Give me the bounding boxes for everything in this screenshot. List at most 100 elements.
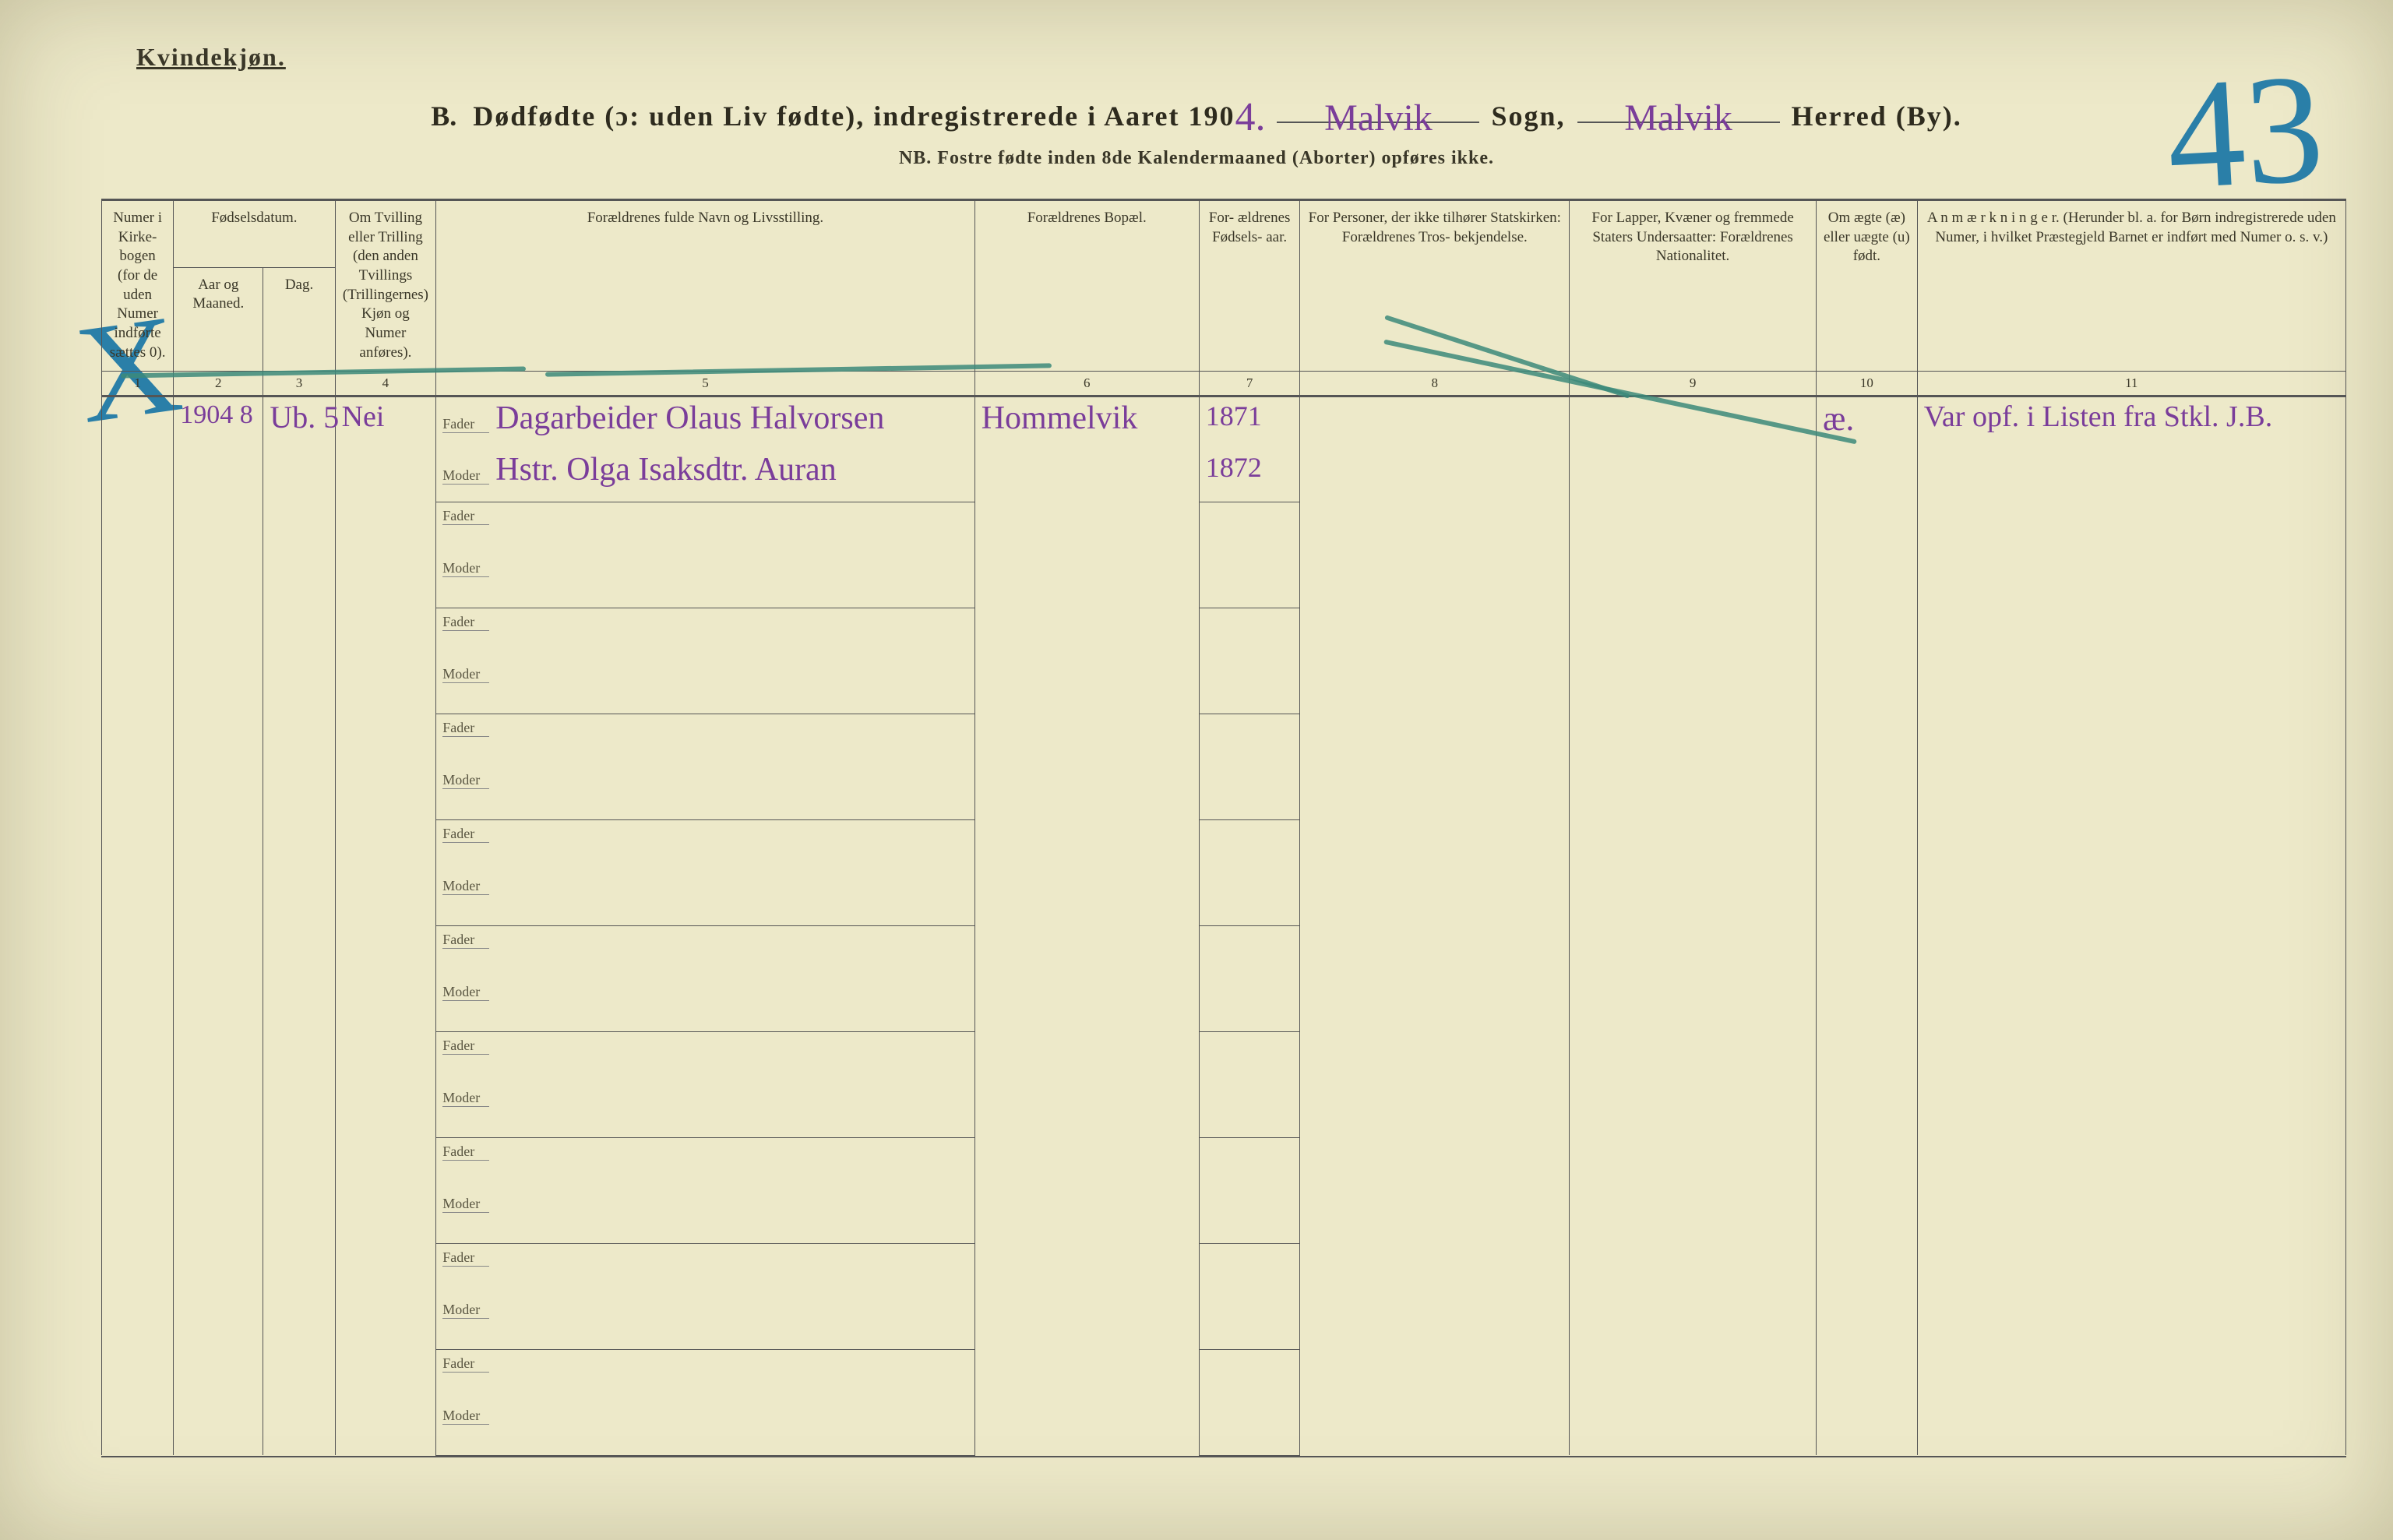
cell	[974, 1349, 1199, 1455]
cell-fader: Fader	[436, 1031, 974, 1084]
cell-moder: Moder	[436, 978, 974, 1031]
cell-moder: ModerHstr. Olga Isaksdtr. Auran	[436, 449, 974, 502]
year-handwritten: 4.	[1235, 95, 1265, 139]
cell	[102, 1137, 174, 1243]
cell	[1199, 766, 1300, 819]
col-header-9: For Lapper, Kvæner og fremmede Staters U…	[1570, 201, 1817, 371]
document-page: Kvindekjøn. 43 X B. Dødfødte (ɔ: uden Li…	[0, 0, 2393, 1540]
cell	[1570, 925, 1817, 1031]
col-header-7: For- ældrenes Fødsels- aar.	[1199, 201, 1300, 371]
cell-moder: Moder	[436, 661, 974, 714]
cell	[1199, 1084, 1300, 1137]
cell	[1817, 1243, 1918, 1349]
cell	[263, 1349, 335, 1455]
cell	[1917, 1031, 2345, 1137]
cell	[974, 714, 1199, 819]
colnum: 7	[1199, 371, 1300, 396]
colnum: 4	[335, 371, 436, 396]
cell	[102, 1349, 174, 1455]
cell	[1300, 1031, 1570, 1137]
cell	[1817, 714, 1918, 819]
cell	[174, 1137, 263, 1243]
table-head: Numer i Kirke- bogen (for de uden Numer …	[102, 201, 2346, 396]
cell	[1300, 714, 1570, 819]
col-header-10: Om ægte (æ) eller uægte (u) født.	[1817, 201, 1918, 371]
cell	[1817, 1137, 1918, 1243]
colnum: 10	[1817, 371, 1918, 396]
cell	[974, 1137, 1199, 1243]
cell	[263, 1137, 335, 1243]
cell	[974, 819, 1199, 925]
cell	[974, 502, 1199, 608]
cell	[1570, 608, 1817, 714]
cell	[102, 502, 174, 608]
sogn-value: Malvik	[1324, 97, 1433, 139]
cell	[1300, 819, 1570, 925]
cell	[174, 608, 263, 714]
cell	[1917, 819, 2345, 925]
cell	[1199, 872, 1300, 925]
col-header-2a: Aar og Maaned.	[174, 267, 263, 371]
cell-moder: Moder	[436, 766, 974, 819]
cell	[1300, 925, 1570, 1031]
cell-moder: Moder	[436, 872, 974, 925]
col-header-11: A n m æ r k n i n g e r. (Herunder bl. a…	[1917, 201, 2345, 371]
cell	[1917, 1349, 2345, 1455]
cell	[1199, 714, 1300, 766]
cell	[102, 1243, 174, 1349]
table-row: Fader	[102, 1243, 2346, 1296]
cell	[335, 1243, 436, 1349]
cell	[1570, 819, 1817, 925]
cell	[1300, 1137, 1570, 1243]
register-table-wrap: Numer i Kirke- bogen (for de uden Numer …	[101, 199, 2346, 1457]
cell	[1917, 608, 2345, 714]
table-row: Fader	[102, 1031, 2346, 1084]
cell	[263, 608, 335, 714]
cell	[974, 608, 1199, 714]
cell	[1199, 1349, 1300, 1402]
cell-fader: Fader	[436, 925, 974, 978]
cell-fader: FaderDagarbeider Olaus Halvorsen	[436, 396, 974, 449]
cell-moder-aar: 1872	[1199, 449, 1300, 502]
col-header-2b: Dag.	[263, 267, 335, 371]
cell	[102, 819, 174, 925]
colnum: 5	[436, 371, 974, 396]
cell	[1817, 1031, 1918, 1137]
cell	[174, 1243, 263, 1349]
cell	[174, 1031, 263, 1137]
cell-fader: Fader	[436, 502, 974, 555]
cell	[1300, 608, 1570, 714]
cell	[335, 502, 436, 608]
cell	[1570, 1349, 1817, 1455]
colnum: 6	[974, 371, 1199, 396]
cell-col1	[102, 396, 174, 502]
cell	[1199, 1137, 1300, 1190]
table-row: Fader	[102, 1137, 2346, 1190]
cell	[1300, 1349, 1570, 1455]
cell-fader: Fader	[436, 714, 974, 766]
cell	[102, 925, 174, 1031]
cell	[335, 1349, 436, 1455]
cell	[102, 1031, 174, 1137]
cell	[1570, 1031, 1817, 1137]
cell	[335, 925, 436, 1031]
cell	[263, 1031, 335, 1137]
cell	[174, 1349, 263, 1455]
cell	[263, 502, 335, 608]
cell	[1199, 819, 1300, 872]
cell-fader: Fader	[436, 1137, 974, 1190]
cell-moder: Moder	[436, 1296, 974, 1349]
table-row: Fader	[102, 819, 2346, 872]
title-text: Dødfødte (ɔ: uden Liv fødte), indregistr…	[473, 100, 1235, 132]
col-header-5: Forældrenes fulde Navn og Livsstilling.	[436, 201, 974, 371]
cell-col8	[1300, 396, 1570, 502]
cell-moder: Moder	[436, 555, 974, 608]
cell	[974, 1031, 1199, 1137]
cell-fader: Fader	[436, 1243, 974, 1296]
cell-fader: Fader	[436, 1349, 974, 1402]
cell-fader-aar: 1871	[1199, 396, 1300, 449]
cell	[174, 819, 263, 925]
cell-fader: Fader	[436, 608, 974, 661]
cell	[1917, 1137, 2345, 1243]
form-title: B. Dødfødte (ɔ: uden Liv fødte), indregi…	[0, 90, 2393, 136]
